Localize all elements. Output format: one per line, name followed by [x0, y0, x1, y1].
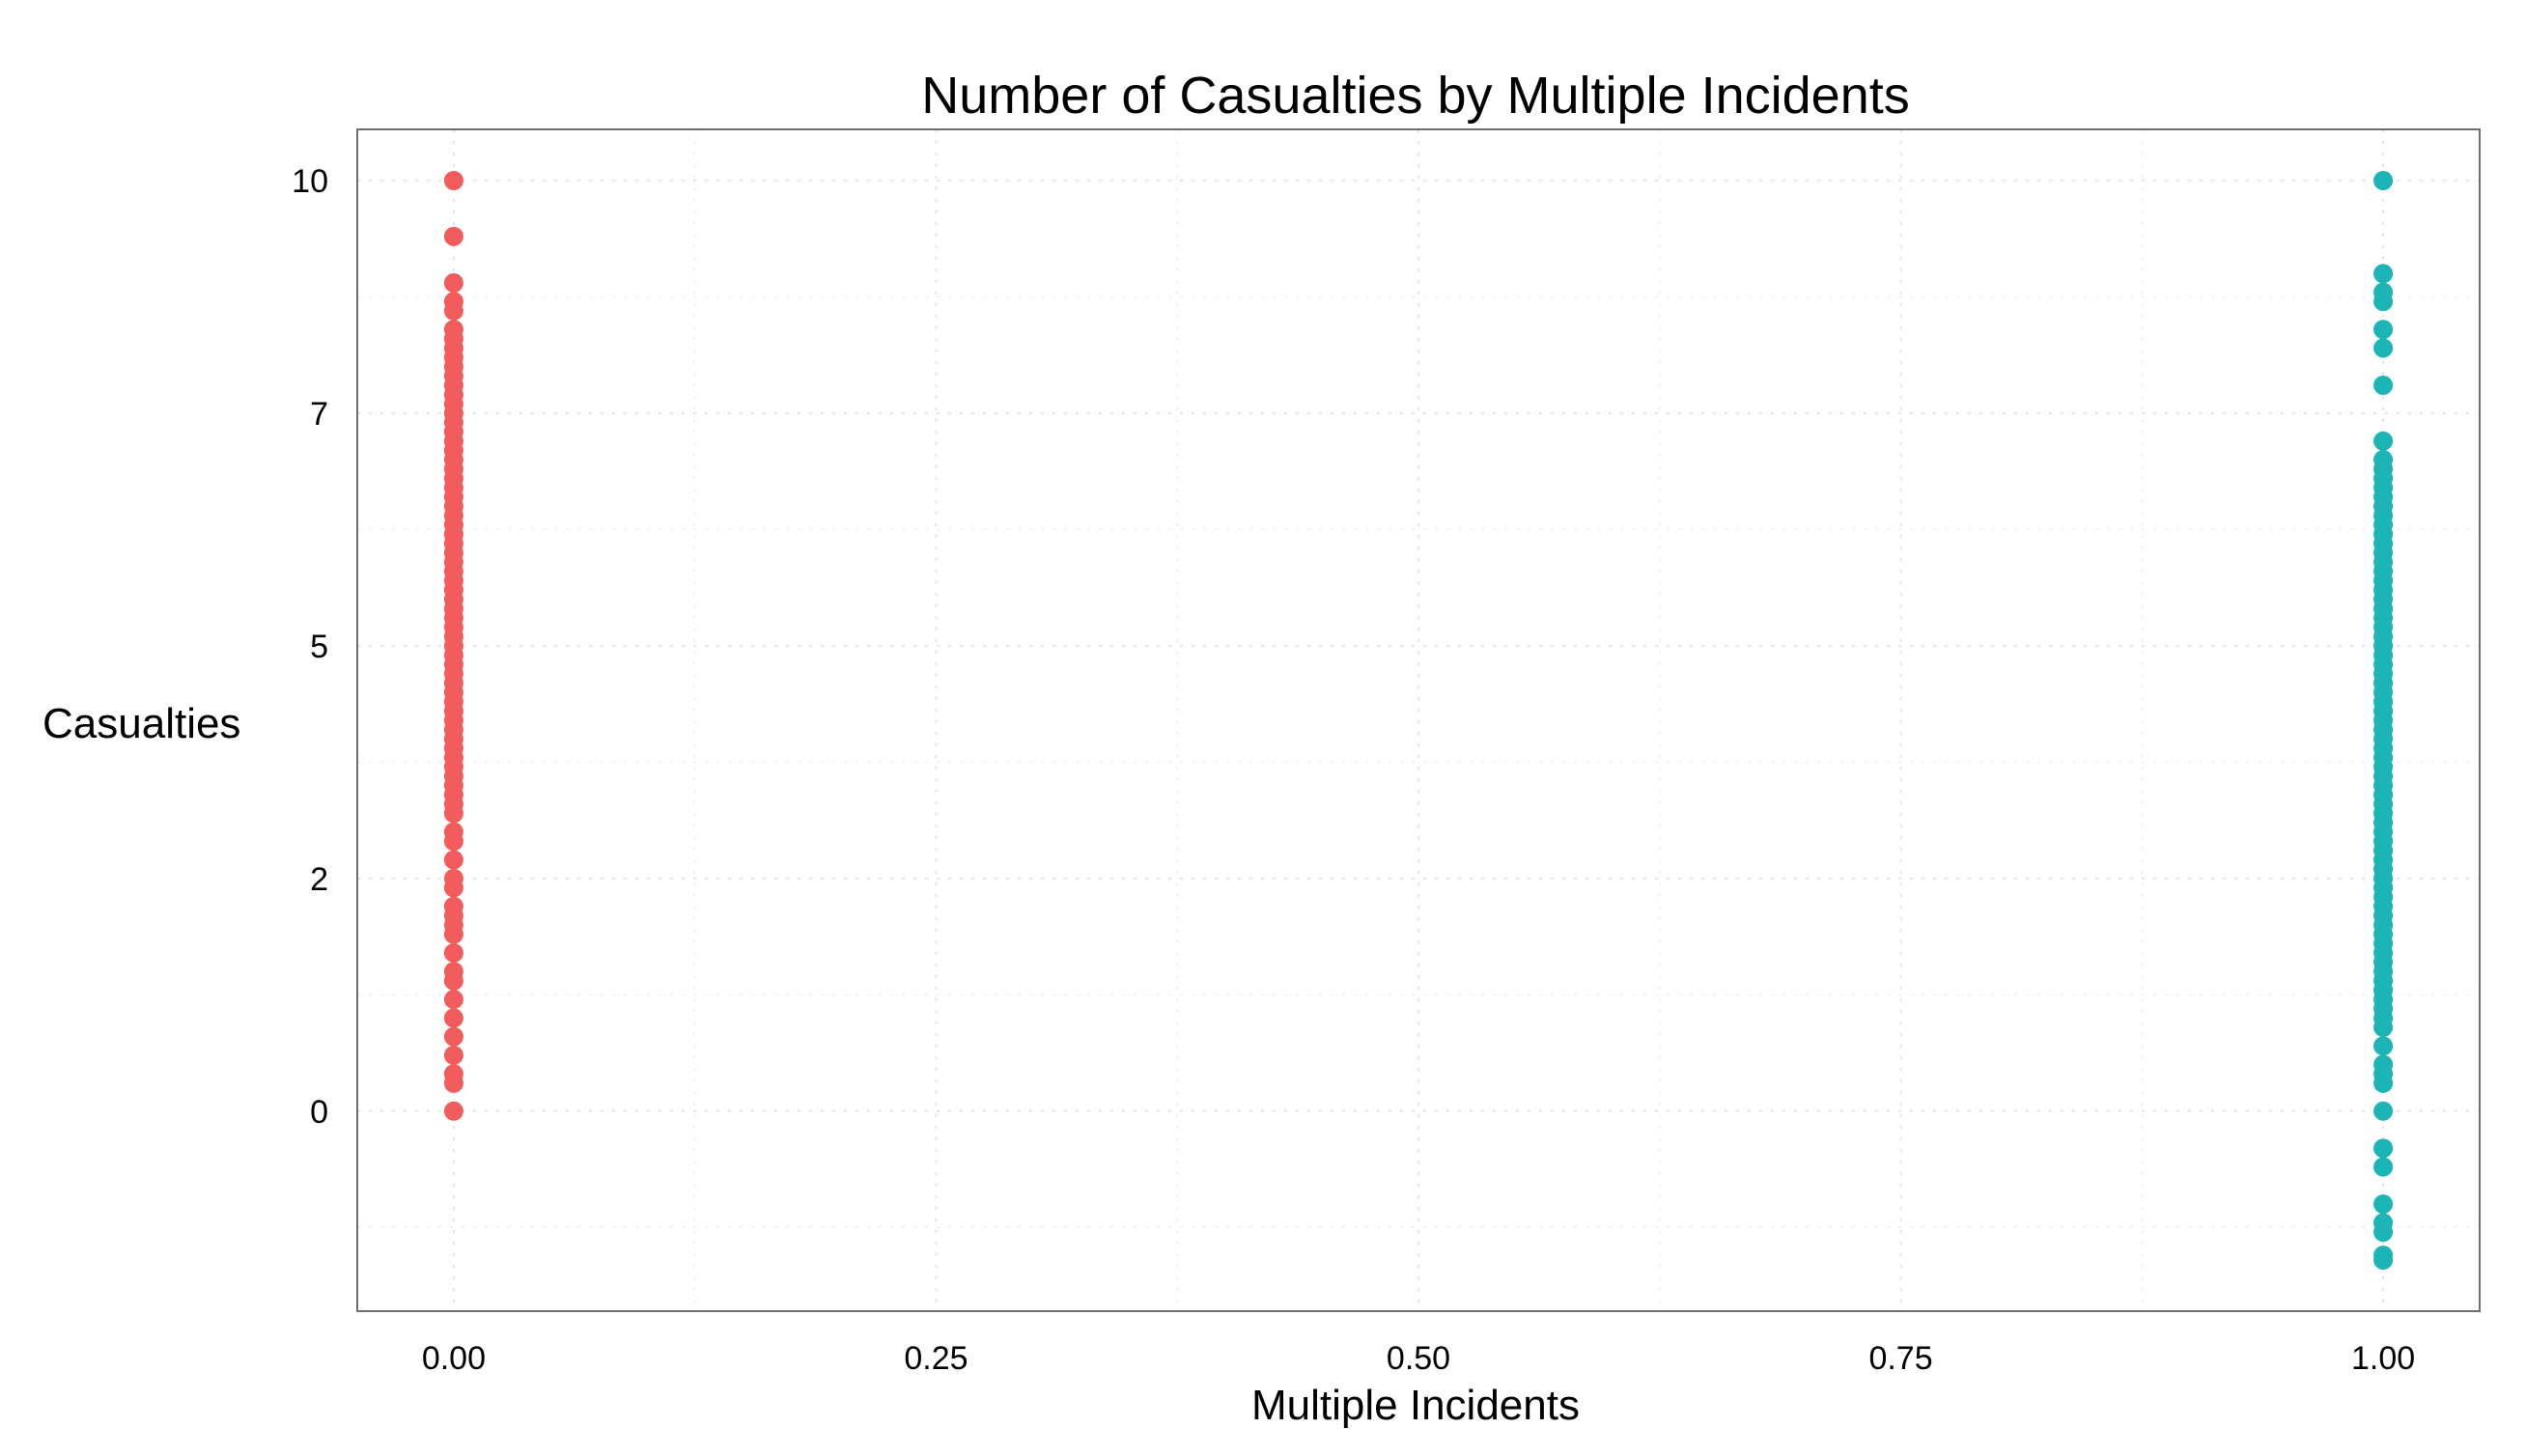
data-point-1 — [443, 942, 463, 963]
data-point-1 — [443, 924, 463, 944]
plot-frame — [356, 128, 2481, 1312]
data-point-1 — [443, 1045, 463, 1065]
data-point-2 — [2373, 1194, 2394, 1215]
data-point-1 — [443, 273, 463, 294]
y-tick-labels: 0 2 5 7 10 — [292, 163, 328, 1131]
data-point-1 — [443, 850, 463, 870]
data-point-2 — [2373, 264, 2394, 284]
y-tick-label: 7 — [310, 396, 328, 433]
data-point-2 — [2373, 1138, 2394, 1159]
data-point-2 — [2373, 431, 2394, 451]
data-points — [443, 171, 2394, 1270]
data-point-2 — [2373, 1036, 2394, 1056]
data-point-1 — [443, 990, 463, 1010]
x-tick-label: 0.75 — [1868, 1340, 1932, 1377]
data-point-1 — [443, 300, 463, 321]
data-point-2 — [2373, 376, 2394, 396]
y-tick-label: 0 — [310, 1094, 328, 1131]
data-point-1 — [443, 226, 463, 246]
data-point-2 — [2373, 320, 2394, 340]
y-axis-label: Casualties — [42, 700, 240, 747]
data-point-2 — [2373, 1222, 2394, 1243]
x-tick-label: 0.50 — [1387, 1340, 1450, 1377]
data-point-1 — [443, 878, 463, 898]
grid-lines — [357, 129, 2480, 1311]
data-point-1 — [443, 1101, 463, 1121]
data-point-2 — [2373, 1073, 2394, 1093]
data-point-1 — [443, 831, 463, 852]
x-tick-labels: 0.00 0.25 0.50 0.75 1.00 — [422, 1340, 2415, 1377]
y-tick-label: 2 — [310, 861, 328, 898]
data-point-1 — [443, 803, 463, 824]
data-point-1 — [443, 1008, 463, 1028]
data-point-2 — [2373, 1101, 2394, 1121]
data-point-2 — [2373, 292, 2394, 312]
x-tick-label: 0.00 — [422, 1340, 486, 1377]
data-point-1 — [443, 171, 463, 191]
chart-title: Number of Casualties by Multiple Inciden… — [921, 67, 1909, 125]
data-point-1 — [443, 1073, 463, 1093]
y-tick-label: 5 — [310, 629, 328, 665]
data-point-2 — [2373, 1157, 2394, 1177]
x-tick-label: 1.00 — [2351, 1340, 2415, 1377]
data-point-1 — [443, 970, 463, 991]
data-point-1 — [443, 1026, 463, 1047]
data-point-2 — [2373, 1018, 2394, 1038]
y-tick-label: 10 — [292, 163, 328, 200]
x-tick-label: 0.25 — [904, 1340, 968, 1377]
data-point-2 — [2373, 171, 2394, 191]
x-axis-label: Multiple Incidents — [1251, 1382, 1580, 1429]
data-point-2 — [2373, 338, 2394, 358]
data-point-2 — [2373, 1249, 2394, 1270]
